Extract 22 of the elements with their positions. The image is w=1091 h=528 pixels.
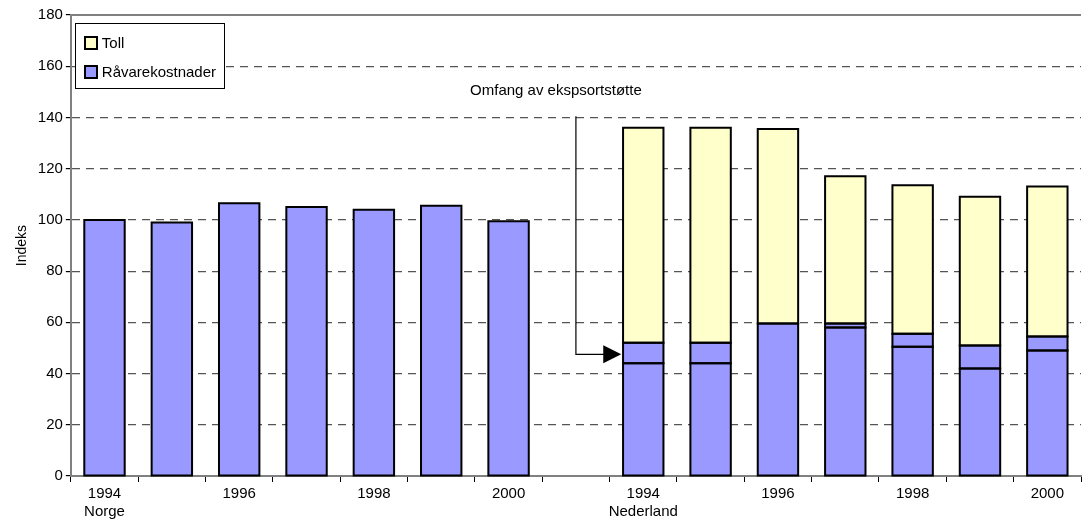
legend-label: Toll — [101, 34, 125, 51]
legend-label: Råvarekostnader — [101, 63, 217, 80]
x-tick-label: 2000 — [1030, 484, 1065, 502]
x-tick-label: 1998 — [357, 484, 391, 502]
x-tick-label: 1994 Nederland — [608, 484, 678, 520]
y-tick-label: 160 — [37, 56, 63, 74]
y-tick-label: 20 — [46, 414, 63, 432]
x-tick-label: 2000 — [491, 484, 526, 502]
y-tick-label: 40 — [46, 363, 63, 381]
y-tick-label: 0 — [54, 466, 63, 484]
annotation: Omfang av ekspsortstøtte — [470, 80, 642, 98]
y-tick-label: 120 — [37, 158, 63, 176]
x-tick-label: 1994 Norge — [84, 484, 125, 520]
y-tick-label: 80 — [46, 261, 63, 279]
x-tick-label: 1998 — [895, 484, 930, 502]
y-tick-label: 180 — [37, 5, 63, 23]
x-tick-label: 1996 — [222, 484, 256, 502]
y-tick-label: 100 — [37, 210, 63, 228]
y-tick-label: 60 — [46, 312, 63, 330]
y-axis-title: Indeks — [13, 224, 30, 267]
x-tick-label: 1996 — [761, 484, 795, 502]
y-tick-label: 140 — [37, 107, 63, 125]
